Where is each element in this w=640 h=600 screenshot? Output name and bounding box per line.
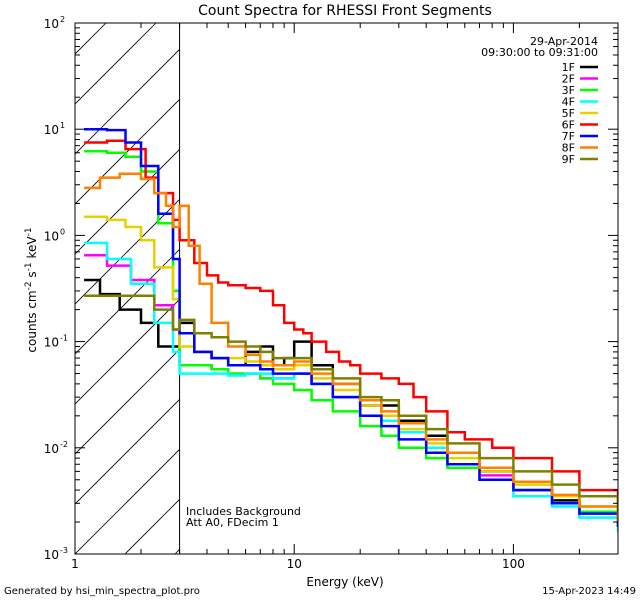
y-tick-label: 10 <box>44 442 59 456</box>
hatch-line <box>75 448 180 554</box>
hatch-line <box>75 398 180 505</box>
footer-timestamp: 15-Apr-2023 14:49 <box>542 586 636 597</box>
y-tick-exponent: 1 <box>60 121 65 130</box>
y-tick-exponent: 2 <box>60 15 65 24</box>
legend-label: 4F <box>562 96 575 109</box>
series-lines <box>84 127 618 533</box>
axis-ticks <box>74 23 619 555</box>
legend-label: 9F <box>562 153 575 166</box>
hatch-line <box>75 48 180 155</box>
legend-label: 1F <box>562 61 575 74</box>
series-line-6F <box>84 139 618 504</box>
y-tick-exponent: -3 <box>60 546 68 555</box>
y-tick-label: 10 <box>44 123 59 137</box>
legend-label: 8F <box>562 142 575 155</box>
series-line-8F <box>84 172 618 522</box>
legend-label: 7F <box>562 130 575 143</box>
legend-label: 6F <box>562 119 575 132</box>
y-tick-label: 10 <box>44 17 59 31</box>
x-tick-label: 100 <box>502 557 525 571</box>
y-tick-label: 10 <box>44 548 59 562</box>
hatch-line <box>0 23 6 554</box>
y-axis-label: counts cm-2 s-1 keV-1 <box>24 227 39 352</box>
hatch-line <box>225 23 640 554</box>
y-tick-label: 10 <box>44 229 59 243</box>
annotation-background: Includes Background <box>186 505 301 518</box>
hatch-line <box>75 198 180 305</box>
hatch-line <box>75 248 180 355</box>
legend-label: 2F <box>562 73 575 86</box>
hatch-line <box>75 98 180 205</box>
x-tick-label: 10 <box>287 557 302 571</box>
series-line-7F <box>84 127 618 527</box>
plot-frame <box>74 22 619 555</box>
chart-title: Count Spectra for RHESSI Front Segments <box>198 3 492 19</box>
y-tick-exponent: -1 <box>60 334 68 343</box>
y-tick-exponent: -2 <box>60 440 68 449</box>
x-tick-labels: 1 10 100 <box>71 557 525 571</box>
hatch-line <box>75 298 180 405</box>
series-line-5F <box>84 215 618 522</box>
legend-label: 3F <box>562 84 575 97</box>
series-line-9F <box>84 294 618 512</box>
legend-label: 5F <box>562 107 575 120</box>
date-label: 29-Apr-2014 <box>530 35 598 48</box>
y-tick-label: 10 <box>44 336 59 350</box>
x-axis-label: Energy (keV) <box>306 575 383 589</box>
x-tick-label: 1 <box>71 557 79 571</box>
annotation-attenuator: Att A0, FDecim 1 <box>186 516 279 529</box>
footer-generated-by: Generated by hsi_min_spectra_plot.pro <box>4 586 200 597</box>
y-tick-exponent: 0 <box>60 227 65 236</box>
hatched-region <box>0 23 640 554</box>
hatch-line <box>425 23 640 554</box>
time-range-label: 09:30:00 to 09:31:00 <box>481 46 598 59</box>
